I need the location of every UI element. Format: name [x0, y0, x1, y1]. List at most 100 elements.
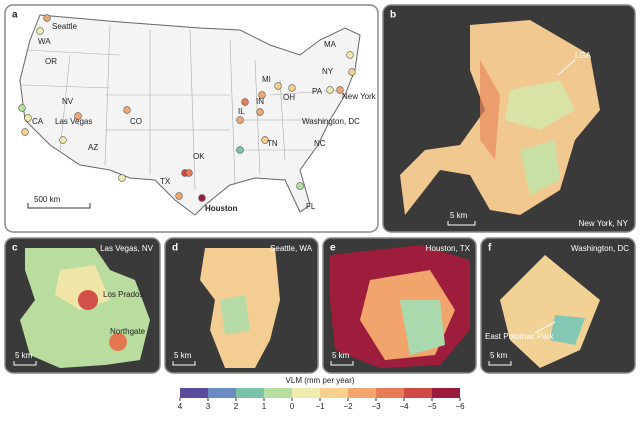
city-dot	[258, 91, 266, 99]
colorbar-swatch	[432, 388, 460, 398]
colorbar-tick-label: −2	[343, 402, 353, 411]
map-label: Washington, DC	[302, 117, 360, 126]
colorbar-tick-label: −4	[399, 402, 409, 411]
panel-letter: d	[172, 243, 178, 254]
colorbar-swatch	[348, 388, 376, 398]
scale-bar	[27, 203, 91, 209]
map-area	[520, 140, 560, 195]
city-dot	[346, 51, 354, 59]
colorbar-swatch	[264, 388, 292, 398]
scale-label: 5 km	[174, 351, 192, 360]
colorbar-swatch	[404, 388, 432, 398]
colorbar-tick-label: 0	[290, 402, 295, 411]
map-label: East Potomac Park	[485, 332, 554, 341]
colorbar-swatch	[292, 388, 320, 398]
scale-label: 5 km	[490, 351, 508, 360]
colorbar-tick-label: −1	[315, 402, 325, 411]
colorbar-tick-label: 3	[206, 402, 211, 411]
map-label: OH	[283, 93, 295, 102]
map-area	[220, 295, 250, 335]
panel-title: New York, NY	[579, 219, 629, 228]
city-dot	[18, 104, 26, 112]
city-dot	[348, 68, 356, 76]
city-dot	[43, 14, 51, 22]
city-dot	[21, 128, 29, 136]
panel-letter: e	[330, 243, 336, 254]
state-borders	[21, 24, 341, 191]
city-dot	[74, 112, 82, 120]
city-dot	[336, 86, 344, 94]
city-dot	[236, 146, 244, 154]
colorbar: 4 3 2 1 0 −1 −2 −3 −4 −5 −6	[178, 388, 465, 411]
colorbar-swatch	[208, 388, 236, 398]
scale-bar	[330, 361, 354, 366]
scale-bar	[447, 221, 476, 226]
map-label: IN	[256, 97, 264, 106]
colorbar-tick-label: 2	[234, 402, 239, 411]
scale-label: 5 km	[15, 351, 33, 360]
scale-bar	[488, 361, 512, 366]
colorbar-tick-label: 1	[262, 402, 267, 411]
colorbar-tick-label: −3	[371, 402, 381, 411]
map-label: IL	[238, 107, 245, 116]
map-label: MI	[262, 75, 271, 84]
map-label: FL	[306, 202, 316, 211]
map-label: Seattle	[52, 22, 77, 31]
map-label: OK	[193, 152, 205, 161]
city-dot	[185, 169, 193, 177]
colorbar-swatch	[236, 388, 264, 398]
colorbar-tick-label: 4	[178, 402, 183, 411]
map-label: WA	[38, 37, 51, 46]
map-label: CO	[130, 117, 142, 126]
colorbar-swatch	[320, 388, 348, 398]
panel-title: Seattle, WA	[270, 244, 313, 253]
city-dot	[236, 116, 244, 124]
city-dot	[24, 114, 32, 122]
city-dot	[326, 86, 334, 94]
map-area	[480, 60, 500, 160]
city-dot	[36, 27, 44, 35]
map-label: Las Vegas	[55, 117, 92, 126]
panel-title: Washington, DC	[571, 244, 629, 253]
map-area	[109, 333, 127, 351]
map-label: Los Prados	[103, 290, 143, 299]
map-label: Houston	[205, 204, 238, 213]
map-label: LGA	[575, 51, 592, 60]
panel-title: Las Vegas, NV	[100, 244, 154, 253]
leader	[534, 321, 556, 334]
map-label: NV	[62, 97, 74, 106]
leader	[557, 59, 576, 76]
colorbar-swatch	[376, 388, 404, 398]
city-dot	[274, 82, 282, 90]
scale-bar	[172, 361, 196, 366]
map-label: NY	[322, 67, 334, 76]
map-label: NC	[314, 139, 326, 148]
map-label: AZ	[88, 143, 98, 152]
city-dot	[261, 136, 269, 144]
city-dot	[256, 108, 264, 116]
colorbar-swatch	[180, 388, 208, 398]
map-label: New York	[342, 92, 377, 101]
map-label: MA	[324, 40, 337, 49]
city-dot	[118, 174, 126, 182]
map-area	[78, 290, 98, 310]
map-area	[505, 80, 575, 130]
map-label: Northgate	[110, 327, 146, 336]
scale-label: 5 km	[332, 351, 350, 360]
panel-letter: c	[12, 243, 18, 254]
city-dot	[241, 98, 249, 106]
panel-letter: f	[488, 243, 492, 254]
colorbar-tick-label: −5	[427, 402, 437, 411]
map-area	[400, 300, 445, 355]
scale-label: 500 km	[34, 195, 61, 204]
panel-letter: a	[12, 10, 18, 21]
city-dot	[296, 182, 304, 190]
map-label: OR	[45, 57, 57, 66]
scale-bar	[13, 361, 37, 366]
colorbar-tick-label: −6	[455, 402, 465, 411]
colorbar-title: VLM (mm per year)	[286, 376, 355, 385]
panel-letter: b	[390, 10, 396, 21]
city-dots	[18, 14, 356, 202]
map-label: PA	[312, 87, 323, 96]
